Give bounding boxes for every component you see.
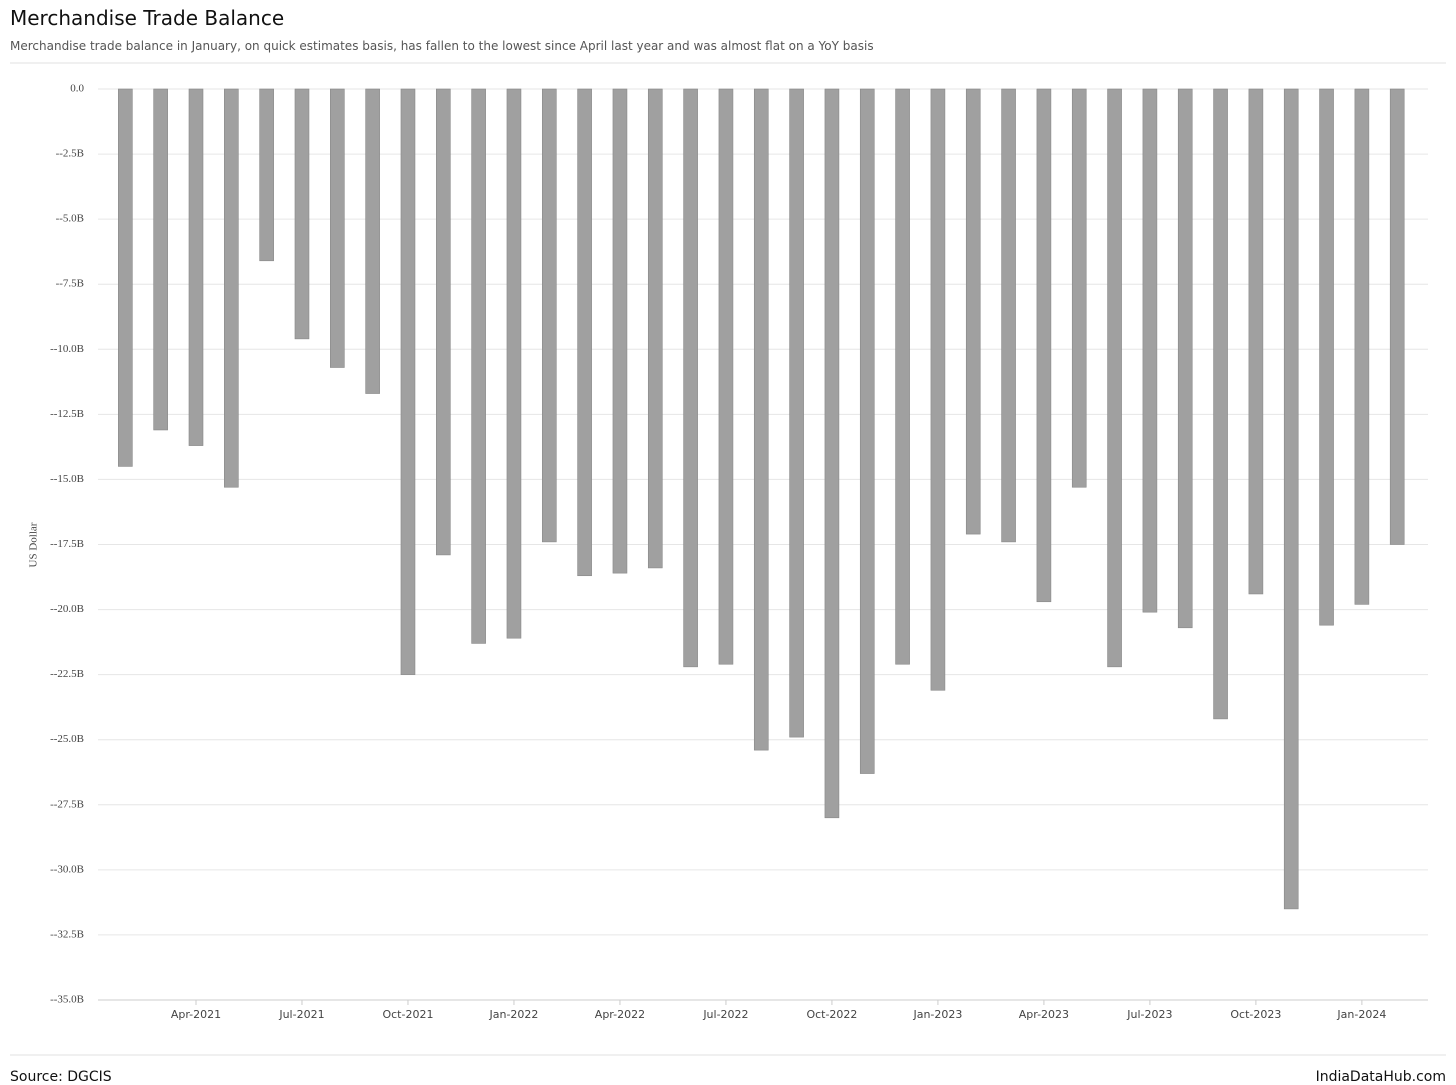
y-tick-label: --35.0B — [50, 994, 84, 1006]
y-tick-label: --5.0B — [56, 213, 84, 225]
bar — [118, 88, 133, 467]
bar — [1142, 88, 1158, 613]
bar — [1248, 88, 1264, 595]
x-tick-label: Oct-2022 — [806, 1008, 857, 1021]
bar — [859, 88, 875, 774]
bar — [1213, 88, 1228, 720]
bar — [1071, 88, 1087, 488]
bar — [153, 88, 168, 431]
y-axis-label: US Dollar — [28, 522, 40, 567]
bar — [1001, 88, 1016, 543]
bar — [683, 88, 698, 668]
bar — [1319, 88, 1334, 626]
x-tick-label: Jul-2023 — [1126, 1008, 1172, 1021]
bar — [753, 88, 769, 751]
y-tick-label: --22.5B — [50, 668, 84, 680]
bar — [789, 88, 804, 738]
bar — [1177, 88, 1193, 629]
bar — [647, 88, 663, 569]
bar — [188, 88, 204, 446]
x-tick-label: Jan-2022 — [488, 1008, 538, 1021]
y-tick-label: --32.5B — [50, 928, 84, 940]
x-tick-label: Jul-2022 — [702, 1008, 748, 1021]
y-tick-label: --7.5B — [56, 278, 84, 290]
bar — [895, 88, 910, 665]
x-tick-label: Jul-2021 — [278, 1008, 324, 1021]
bar — [930, 88, 946, 691]
y-tick-label: --30.0B — [50, 863, 84, 875]
y-tick-label: --25.0B — [50, 733, 84, 745]
x-tick-label: Apr-2023 — [1019, 1008, 1069, 1021]
source: Source: DGCIS — [10, 1069, 112, 1085]
bar — [824, 88, 840, 819]
bar — [330, 88, 345, 368]
bar — [1354, 88, 1370, 605]
x-tick-label: Apr-2021 — [171, 1008, 221, 1021]
y-tick-label: --10.0B — [50, 343, 84, 355]
x-tick-label: Oct-2023 — [1230, 1008, 1281, 1021]
y-tick-label: --2.5B — [56, 148, 84, 160]
y-tick-label: --12.5B — [50, 408, 84, 420]
bar — [224, 88, 239, 488]
bar — [1107, 88, 1122, 668]
bar — [965, 88, 981, 535]
y-tick-label: --27.5B — [50, 798, 84, 810]
x-tick-label: Jan-2023 — [912, 1008, 962, 1021]
y-tick-label: --20.0B — [50, 603, 84, 615]
bar — [294, 88, 310, 340]
bar — [1389, 88, 1405, 545]
x-tick-label: Jan-2024 — [1336, 1008, 1386, 1021]
bar — [1036, 88, 1052, 603]
y-tick-label: --17.5B — [50, 538, 84, 550]
bar — [400, 88, 416, 675]
chart-title: Merchandise Trade Balance — [10, 6, 284, 30]
bar — [541, 88, 557, 543]
bar — [435, 88, 451, 556]
y-tick-label: --15.0B — [50, 473, 84, 485]
bar — [365, 88, 380, 394]
brand: IndiaDataHub.com — [1316, 1069, 1446, 1085]
x-tick-label: Apr-2022 — [595, 1008, 645, 1021]
bar — [259, 88, 274, 262]
bar — [612, 88, 628, 574]
bar — [506, 88, 522, 639]
bar — [471, 88, 486, 644]
y-tick-label: 0.0 — [70, 83, 84, 95]
x-tick-label: Oct-2021 — [382, 1008, 433, 1021]
bar — [1283, 88, 1299, 910]
chart-subtitle: Merchandise trade balance in January, on… — [10, 39, 874, 53]
bar — [577, 88, 592, 577]
bar — [718, 88, 734, 665]
